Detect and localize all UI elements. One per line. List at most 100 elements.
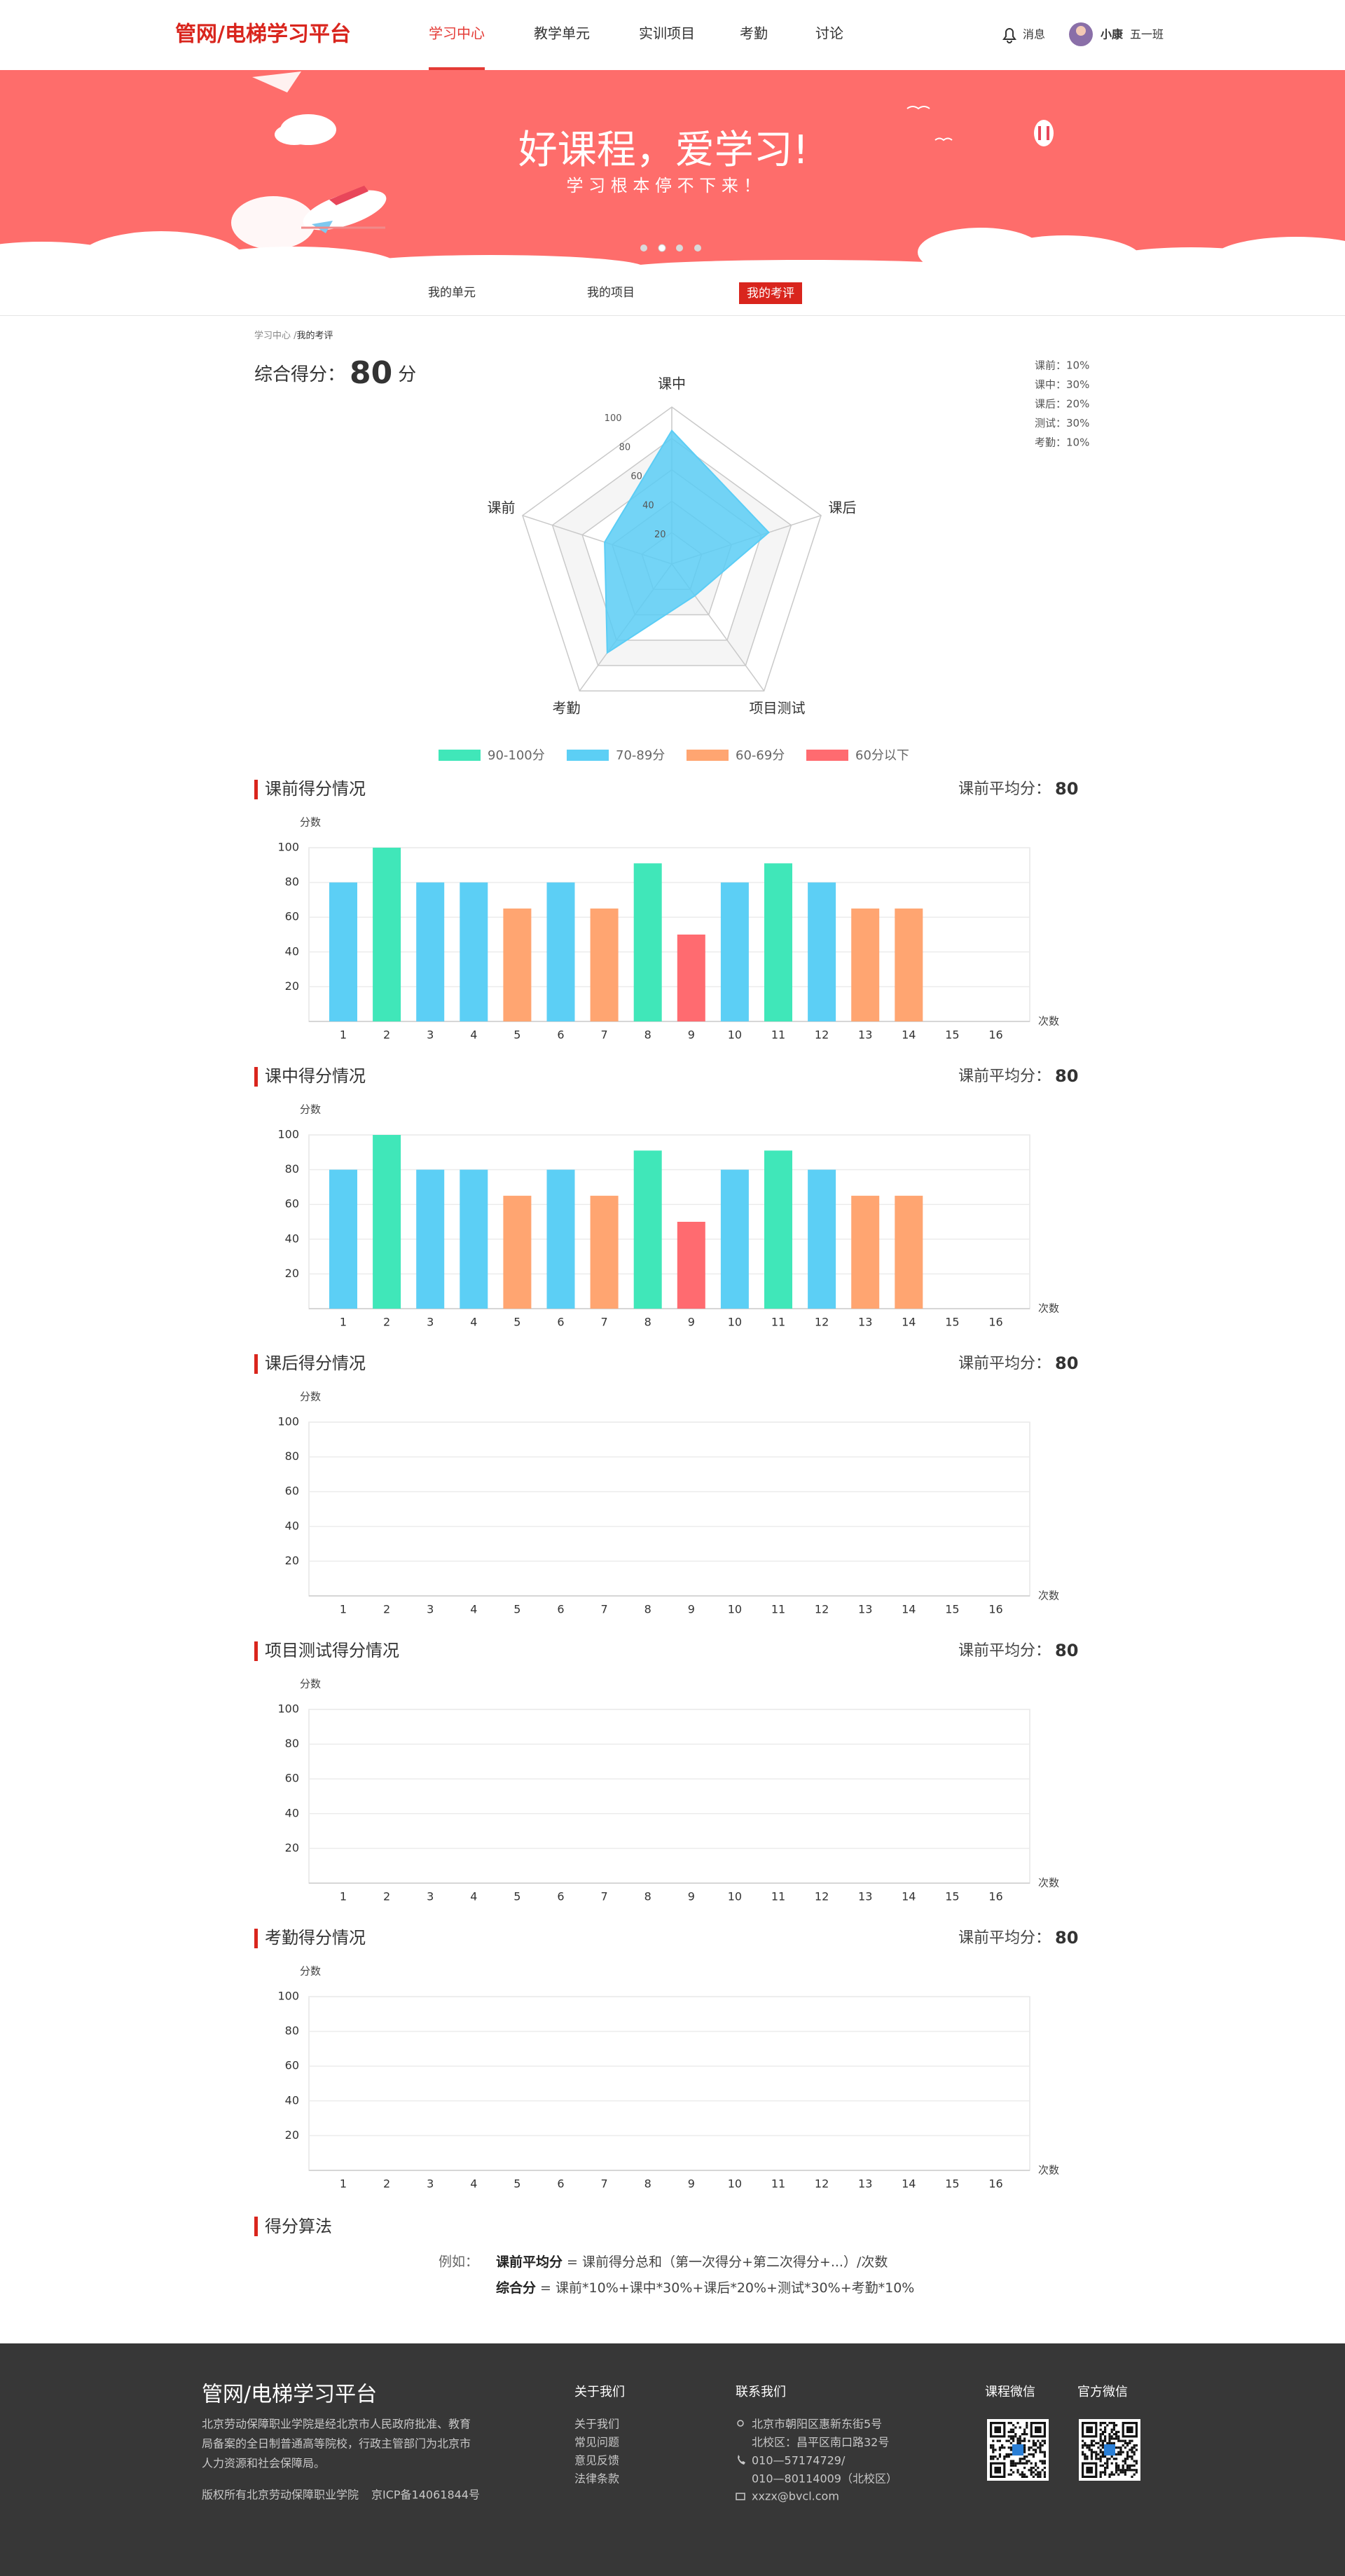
tab[interactable]: 我的单元 [428,286,476,300]
nav-item[interactable]: 学习中心 [429,25,485,42]
footer-link[interactable]: 关于我们 [574,2418,619,2431]
x-tick-label: 3 [427,2177,434,2191]
bell-icon[interactable] [1002,28,1016,43]
y-tick-label: 80 [285,875,299,888]
x-tick-label: 12 [815,1028,829,1042]
qr-module [1035,2464,1037,2467]
qr-module [1041,2469,1044,2472]
qr-module [1099,2433,1102,2436]
x-tick-label: 12 [815,1603,829,1616]
qr-module [992,2448,995,2451]
breadcrumb-parent[interactable]: 学习中心 [254,330,291,341]
qr-module [998,2446,1001,2449]
qr-module [1012,2437,1015,2440]
y-axis-label: 分数 [300,1391,321,1403]
x-tick-label: 4 [470,2177,477,2191]
nav-item[interactable]: 讨论 [815,25,843,42]
qr-module [1009,2462,1012,2465]
qr-module [1093,2444,1096,2447]
address: 北京市朝阳区惠新东街5号 [752,2418,882,2431]
qr-module [1012,2430,1015,2433]
qr-module [1090,2451,1093,2453]
x-tick-label: 15 [945,1028,959,1042]
header [0,0,1345,70]
nav-item[interactable]: 考勤 [740,25,768,42]
messages[interactable]: 消息 [1023,28,1045,41]
qr-module [1023,2437,1026,2440]
y-tick-label: 80 [285,1449,299,1463]
bar [546,882,575,1021]
qr-module [1012,2424,1015,2427]
qr-module [1009,2473,1012,2476]
logo[interactable]: 管网/电梯学习平台 [175,22,351,47]
tab[interactable]: 我的考评 [747,287,794,301]
qr-module [1099,2471,1102,2474]
bar [851,908,880,1021]
qr-module [1041,2444,1044,2447]
legend-label: 60分以下 [855,748,909,763]
qr-module [1133,2453,1136,2456]
phone: 010—57174729/ [752,2454,846,2467]
qr-module [1043,2471,1046,2474]
qr-module [1131,2458,1133,2460]
formula: 课前平均分 = 课前得分总和（第一次得分+第二次得分+...）/次数 [496,2254,888,2270]
x-tick-label: 1 [340,2177,347,2191]
x-axis-label: 次数 [1038,1015,1059,1028]
qr-module [1106,2462,1109,2465]
bar [329,1169,357,1309]
y-tick-label: 100 [277,841,299,854]
qr-module [1043,2439,1046,2442]
qr-module [1119,2448,1122,2451]
qr-module [1126,2441,1129,2444]
footer-link[interactable]: 常见问题 [574,2436,619,2449]
bar [764,1150,792,1309]
bar [633,1150,662,1309]
qr-module [1082,2444,1084,2447]
y-tick-label: 100 [277,1128,299,1141]
nav-item[interactable]: 实训项目 [639,25,695,42]
plot-frame [308,1709,1030,1884]
section-marker [254,1067,258,1087]
x-tick-label: 15 [945,2177,959,2191]
footer-link[interactable]: 意见反馈 [574,2454,619,2467]
x-tick-label: 8 [644,1316,651,1329]
qr-module [1039,2446,1042,2449]
qr-module [1009,2469,1012,2472]
qr-module [1110,2422,1113,2425]
qr-module [1007,2456,1010,2458]
score-unit: 分 [398,364,416,385]
qr-module [1131,2451,1133,2453]
user-name[interactable]: 小康 [1101,28,1124,41]
tab-active-bg[interactable] [739,282,802,304]
footer-link[interactable]: 法律条款 [574,2472,619,2486]
breadcrumb-separator: / [294,331,297,341]
qr-module [1101,2439,1104,2442]
bar [460,882,488,1021]
nav-item[interactable]: 教学单元 [534,25,590,42]
avg-value: 80 [1055,1354,1078,1373]
qr-module [1026,2426,1028,2429]
x-tick-label: 6 [557,1028,564,1042]
tab[interactable]: 我的项目 [587,286,635,300]
qr-module [1135,2471,1138,2474]
y-tick-label: 40 [285,1519,299,1532]
radar-axis-label: 考勤 [553,700,581,717]
x-tick-label: 10 [728,1028,742,1042]
qr-module [1012,2435,1015,2438]
x-tick-label: 14 [902,1316,916,1329]
qr-module [998,2439,1001,2442]
qr-module [1043,2460,1046,2463]
qr-module [1101,2453,1104,2456]
x-tick-label: 2 [383,1603,390,1616]
mail-icon [736,2493,745,2500]
qr-module [1129,2441,1131,2444]
qr-module [1043,2451,1046,2453]
qr-module [1124,2462,1126,2465]
x-tick-label: 16 [988,2177,1002,2191]
qr-module [1026,2456,1028,2458]
qr-module [1108,2439,1111,2442]
carousel-dots[interactable] [640,244,701,252]
x-tick-label: 11 [771,1316,785,1329]
email[interactable]: xxzx@bvcl.com [752,2490,839,2503]
qr-module [1043,2475,1046,2478]
